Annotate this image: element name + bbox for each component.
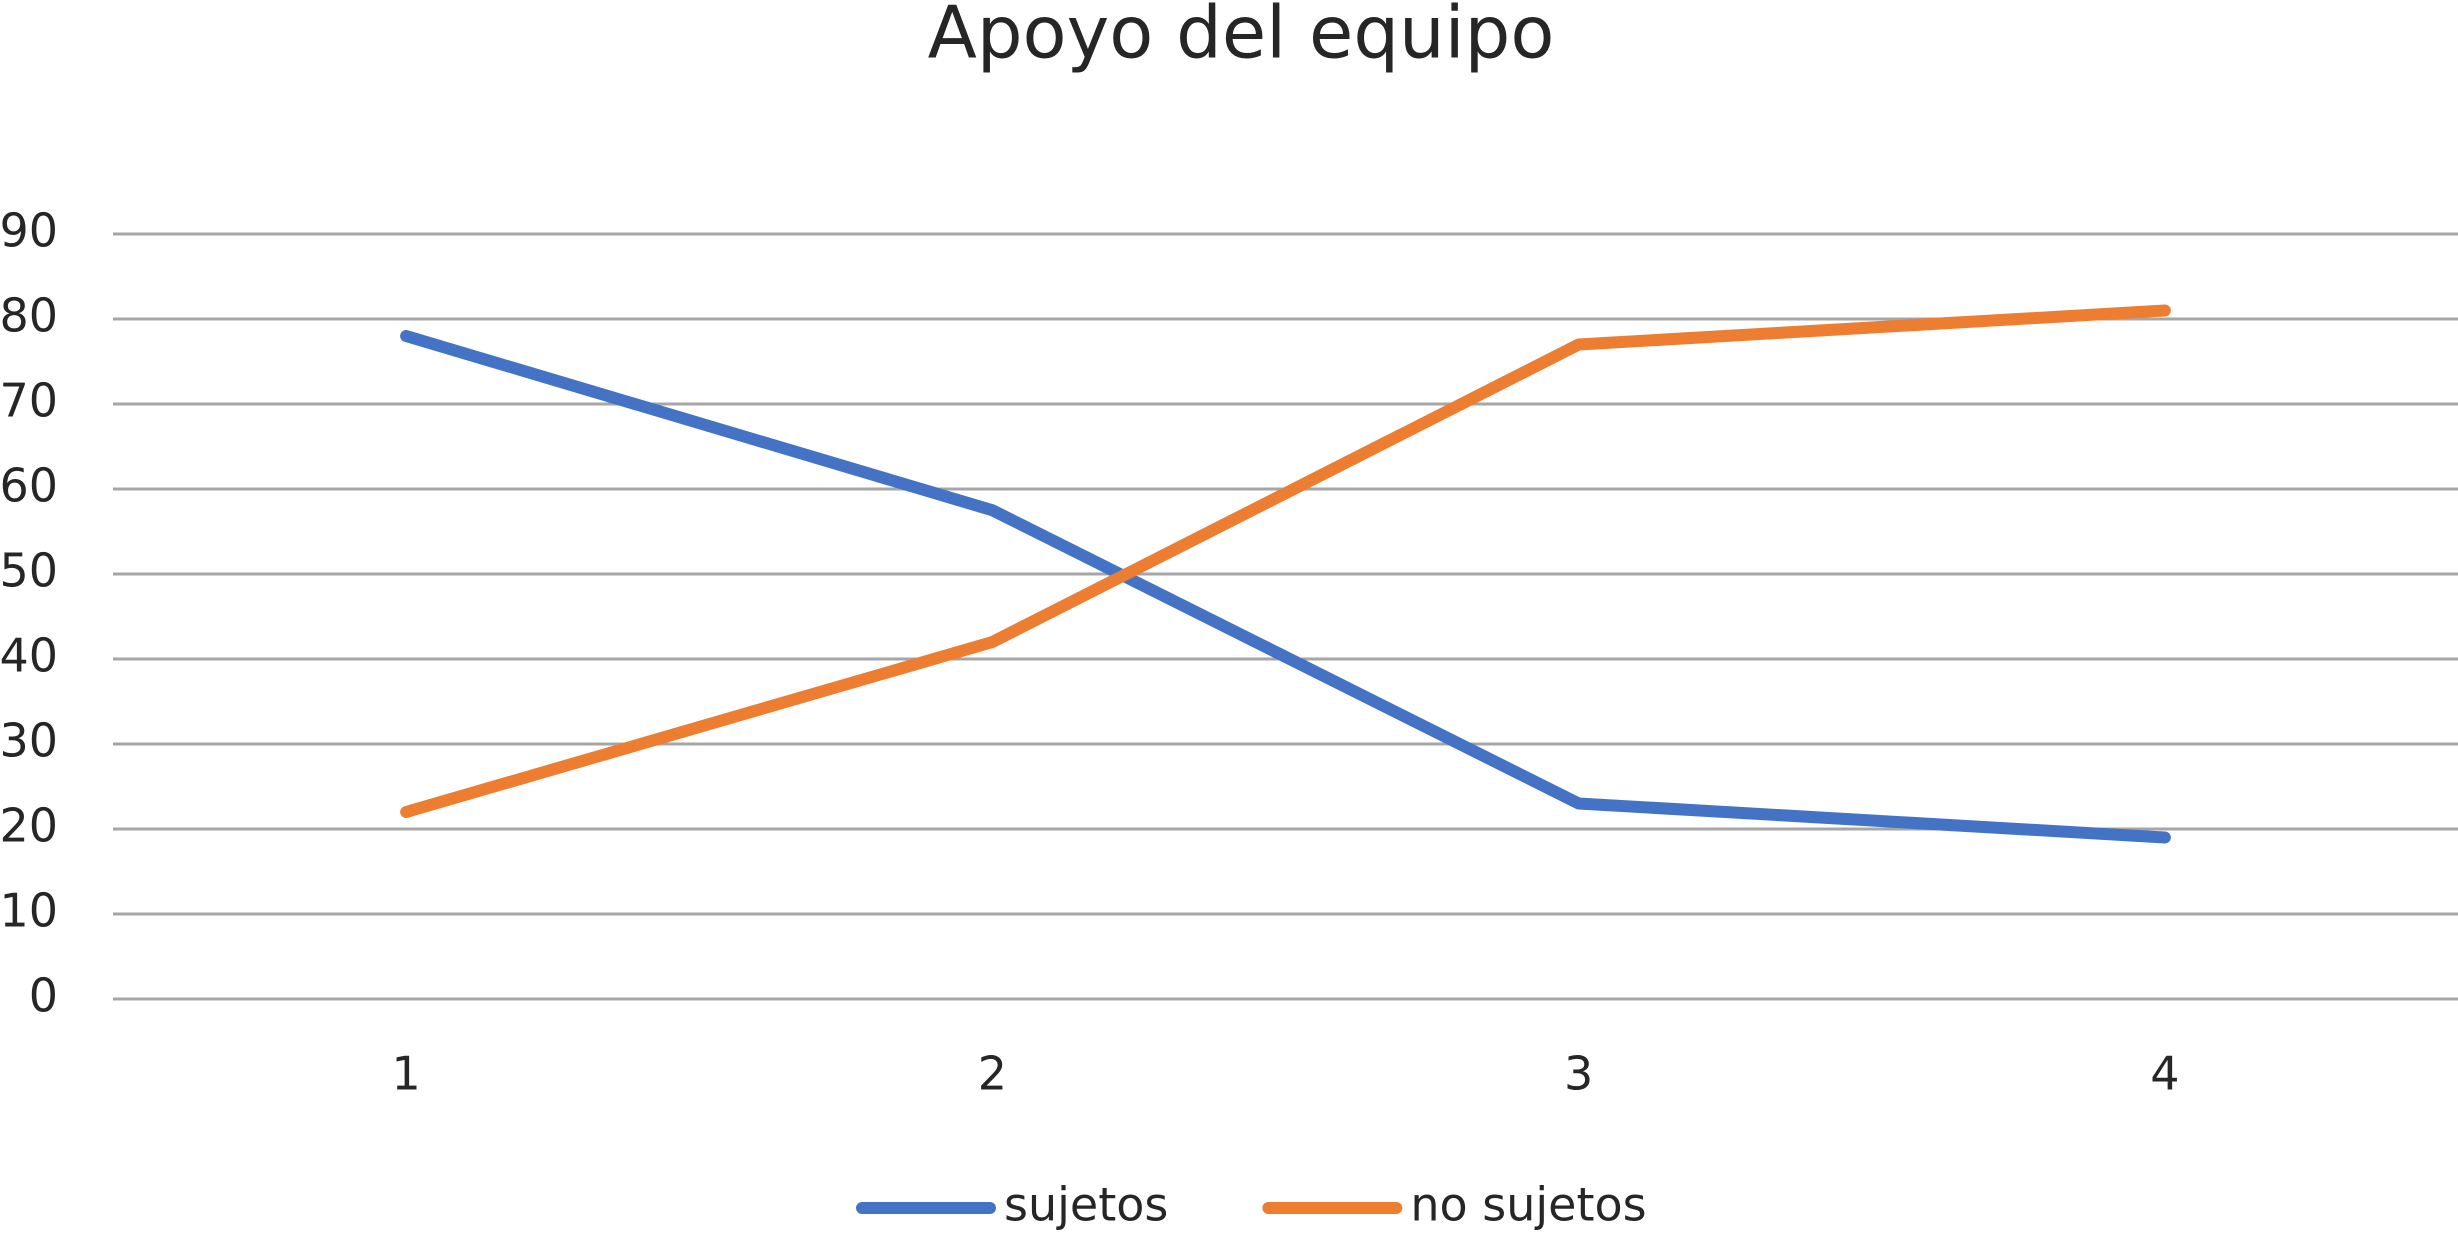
y-tick-label: 90: [0, 204, 58, 258]
x-tick-label: 1: [391, 1047, 420, 1101]
y-tick-label: 30: [0, 714, 58, 768]
data-line: [400, 304, 2171, 818]
y-tick-label: 10: [0, 884, 58, 938]
y-tick-label: 60: [0, 459, 58, 513]
y-tick-label: 70: [0, 374, 58, 428]
legend-label: no sujetos: [1410, 1178, 1646, 1232]
x-tick-label: 4: [2150, 1047, 2179, 1101]
data-line: [400, 330, 2171, 844]
x-tick-label: 2: [978, 1047, 1007, 1101]
x-tick-label: 3: [1564, 1047, 1593, 1101]
y-tick-label: 0: [29, 969, 58, 1023]
y-tick-label: 80: [0, 289, 58, 343]
y-tick-label: 40: [0, 629, 58, 683]
y-tick-label: 20: [0, 799, 58, 853]
legend-label: sujetos: [1004, 1178, 1168, 1232]
y-tick-label: 50: [0, 544, 58, 598]
chart-title: Apoyo del equipo: [928, 0, 1555, 75]
